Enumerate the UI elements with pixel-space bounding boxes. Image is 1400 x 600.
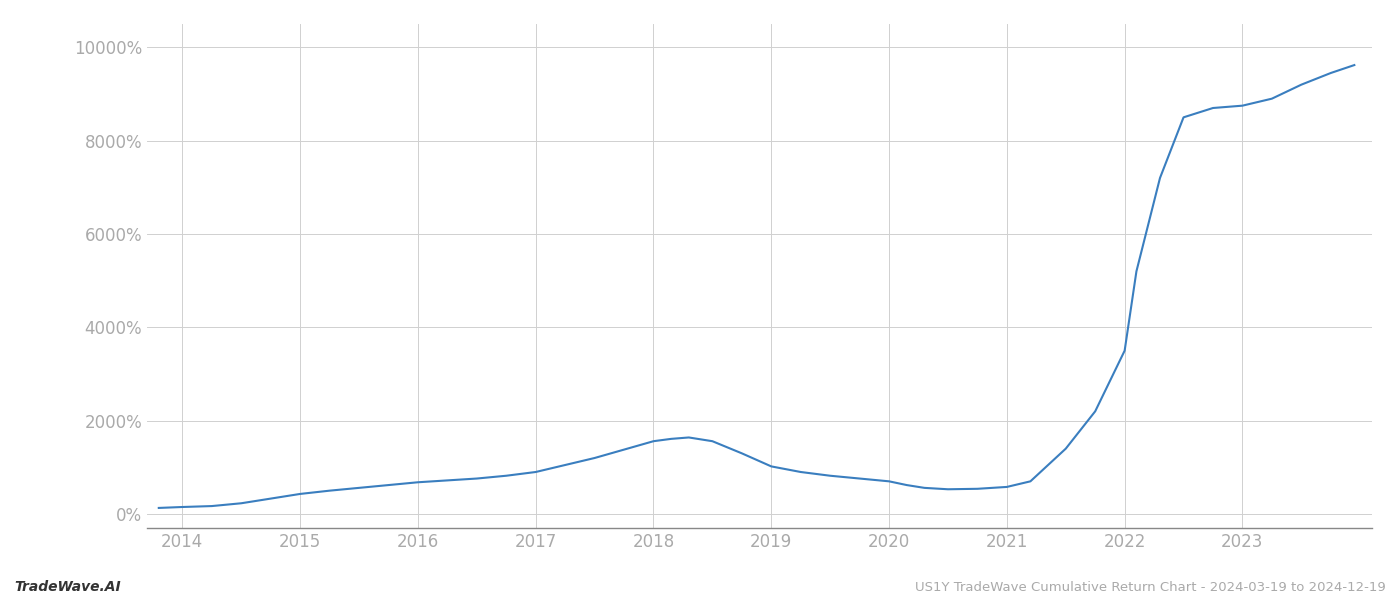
Text: TradeWave.AI: TradeWave.AI [14, 580, 120, 594]
Text: US1Y TradeWave Cumulative Return Chart - 2024-03-19 to 2024-12-19: US1Y TradeWave Cumulative Return Chart -… [916, 581, 1386, 594]
